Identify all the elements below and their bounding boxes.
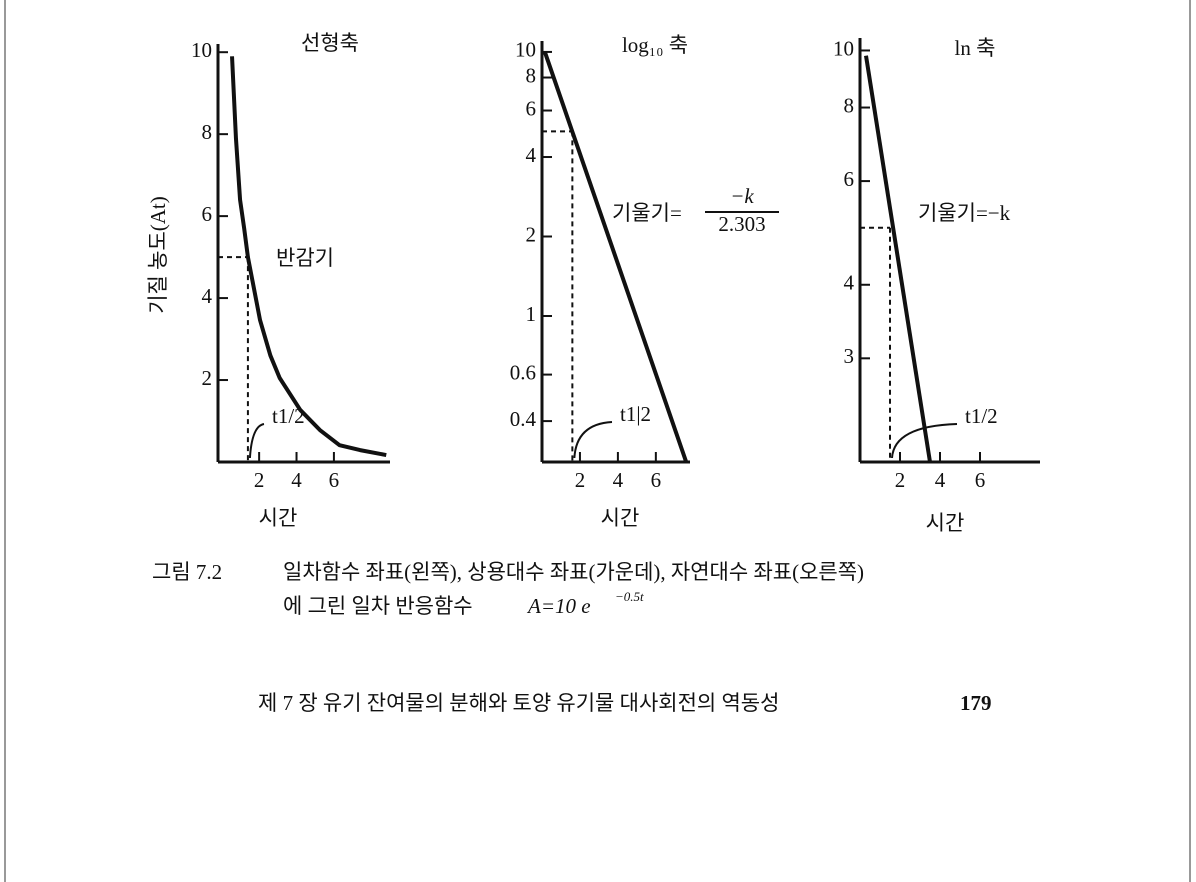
y-tick-label: 0.6 (510, 360, 536, 384)
chart-title: 선형축 (301, 31, 359, 55)
t-half-label: t1|2 (620, 402, 651, 426)
y-tick-label: 10 (191, 38, 212, 62)
x-tick-label: 4 (613, 468, 624, 492)
half-life-label: 반감기 (276, 246, 334, 270)
y-tick-label: 6 (202, 202, 213, 226)
y-axis-label: 기질 농도(At) (146, 196, 170, 314)
caption-exponent: −0.5t (615, 589, 644, 604)
slope-numerator: −k (730, 184, 754, 208)
slope-denominator: 2.303 (718, 212, 765, 236)
x-tick-label: 2 (254, 468, 265, 492)
y-tick-label: 8 (844, 93, 855, 117)
annotation-arrow (573, 421, 613, 459)
y-tick-label: 4 (526, 143, 537, 167)
x-tick-label: 4 (935, 468, 946, 492)
x-tick-label: 6 (975, 468, 986, 492)
data-line (230, 56, 387, 457)
y-tick-label: 0.4 (510, 407, 537, 431)
x-axis-label: 시간 (601, 506, 640, 530)
y-tick-label: 10 (515, 38, 536, 62)
x-axis-label: 시간 (926, 511, 965, 535)
y-tick-label: 2 (526, 222, 537, 246)
y-tick-label: 4 (844, 271, 855, 295)
y-tick-label: 2 (202, 366, 213, 390)
caption-line: 에 그린 일차 반응함수 (283, 594, 473, 618)
y-tick-label: 1 (526, 302, 537, 326)
y-tick-label: 3 (844, 344, 855, 368)
annotation-arrow (891, 423, 958, 459)
chart-title: log₁₀ 축 (622, 33, 688, 57)
x-tick-label: 4 (291, 468, 302, 492)
y-tick-label: 6 (526, 96, 537, 120)
t-half-label: t1/2 (965, 404, 998, 428)
y-tick-label: 6 (844, 167, 855, 191)
caption-formula: A=10 e (526, 594, 591, 618)
y-tick-label: 8 (202, 120, 213, 144)
data-line (542, 51, 689, 463)
chart-title: ln 축 (955, 36, 996, 60)
slope-label: 기울기= (612, 201, 682, 225)
x-tick-label: 2 (895, 468, 906, 492)
x-tick-label: 2 (575, 468, 586, 492)
y-tick-label: 4 (202, 284, 213, 308)
y-tick-label: 10 (833, 36, 854, 60)
x-axis-label: 시간 (259, 506, 298, 530)
caption-label: 그림 7.2 (152, 560, 222, 584)
page-number: 179 (960, 691, 992, 715)
data-line (864, 55, 932, 463)
x-tick-label: 6 (651, 468, 662, 492)
y-tick-label: 8 (526, 63, 537, 87)
annotation-arrow (248, 423, 265, 459)
slope-label: 기울기=−k (918, 201, 1011, 225)
footer-chapter: 제 7 장 유기 잔여물의 분해와 토양 유기물 대사회전의 역동성 (258, 691, 779, 715)
x-tick-label: 6 (329, 468, 340, 492)
caption-line: 일차함수 좌표(왼쪽), 상용대수 좌표(가운데), 자연대수 좌표(오른쪽) (283, 560, 864, 584)
